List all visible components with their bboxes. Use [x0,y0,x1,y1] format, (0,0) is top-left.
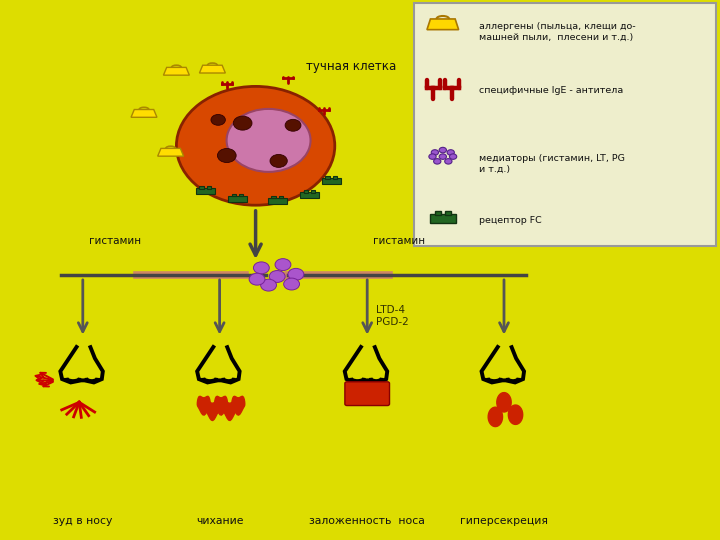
Circle shape [449,154,456,159]
Circle shape [285,119,301,131]
Circle shape [445,159,452,164]
Polygon shape [223,402,236,421]
Circle shape [447,150,454,155]
Text: специфичные IgE - антитела: специфичные IgE - антитела [479,86,623,96]
Circle shape [439,154,446,159]
Polygon shape [158,148,184,156]
Circle shape [261,279,276,291]
FancyBboxPatch shape [304,191,308,193]
FancyBboxPatch shape [430,214,456,222]
FancyBboxPatch shape [239,194,243,196]
FancyBboxPatch shape [414,3,716,246]
FancyBboxPatch shape [311,191,315,193]
Polygon shape [131,110,157,117]
FancyBboxPatch shape [445,212,451,215]
Text: гиперсекреция: гиперсекреция [460,516,548,526]
Polygon shape [163,68,189,75]
Circle shape [211,114,225,125]
FancyBboxPatch shape [279,196,283,198]
FancyBboxPatch shape [232,194,236,196]
FancyBboxPatch shape [268,198,287,204]
FancyBboxPatch shape [345,382,390,406]
Polygon shape [215,396,228,415]
FancyBboxPatch shape [333,177,337,179]
Circle shape [431,150,438,155]
Circle shape [176,86,335,205]
Text: чихание: чихание [196,516,243,526]
Polygon shape [197,396,210,415]
Polygon shape [497,393,511,412]
FancyBboxPatch shape [300,192,319,198]
Polygon shape [508,405,523,424]
FancyBboxPatch shape [435,212,441,215]
Circle shape [270,154,287,167]
FancyBboxPatch shape [325,177,330,179]
Polygon shape [206,402,219,421]
Text: зуд в носу: зуд в носу [53,516,112,526]
Polygon shape [427,19,459,30]
FancyBboxPatch shape [228,195,247,201]
Circle shape [439,147,446,153]
Circle shape [217,148,236,163]
Polygon shape [199,65,225,73]
Polygon shape [232,396,245,415]
FancyBboxPatch shape [199,186,204,188]
Text: тучная клетка: тучная клетка [306,60,396,73]
FancyBboxPatch shape [271,196,276,198]
Circle shape [429,154,436,159]
Circle shape [227,109,310,172]
FancyBboxPatch shape [322,178,341,184]
Text: LTD-4
PGD-2: LTD-4 PGD-2 [376,305,408,327]
Circle shape [249,273,265,285]
Text: гистамин: гистамин [373,235,425,246]
FancyBboxPatch shape [207,186,211,188]
Polygon shape [488,407,503,427]
Text: гистамин: гистамин [89,235,140,246]
Text: медиаторы (гистамин, LT, PG
и т.д.): медиаторы (гистамин, LT, PG и т.д.) [479,154,625,174]
Text: рецептор FC: рецептор FC [479,216,541,225]
Text: заложенность  носа: заложенность носа [310,516,425,526]
FancyBboxPatch shape [196,188,215,194]
Circle shape [233,116,252,130]
Circle shape [284,278,300,290]
Circle shape [288,268,304,280]
Circle shape [269,271,285,282]
Text: аллергены (пыльца, клещи до-
машней пыли,  плесени и т.д.): аллергены (пыльца, клещи до- машней пыли… [479,22,636,42]
Circle shape [253,262,269,274]
Circle shape [275,259,291,271]
Circle shape [433,159,441,164]
